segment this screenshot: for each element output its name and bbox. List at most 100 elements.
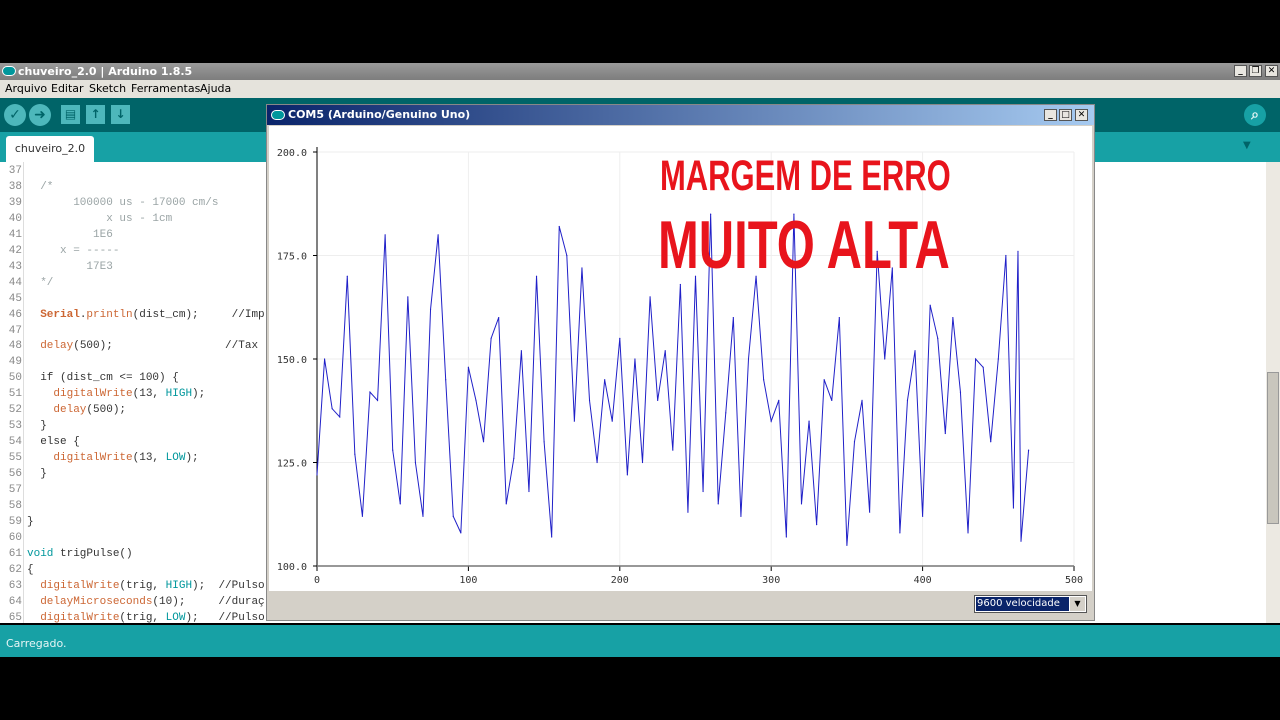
scroll-thumb[interactable] (1267, 372, 1279, 524)
code-token: trigPulse() (53, 547, 133, 560)
x-tick-label: 0 (314, 575, 320, 586)
tab-chuveiro[interactable]: chuveiro_2.0 (6, 136, 94, 162)
data-point (747, 358, 750, 360)
overlay-text-margem: MARGEM DE ERRO (660, 152, 951, 200)
data-point (990, 441, 992, 443)
code-token (27, 580, 40, 592)
data-point (770, 420, 772, 422)
editor-scrollbar[interactable] (1266, 162, 1280, 623)
code-token: (500); (86, 404, 127, 417)
data-point (596, 461, 598, 464)
data-point (498, 317, 500, 319)
data-point (914, 350, 916, 352)
menu-sketch[interactable]: Sketch (89, 82, 127, 95)
code-text: digitalWrite(13, HIGH); (27, 386, 205, 402)
code-token: (trig, (119, 579, 166, 592)
code-token: . (79, 308, 87, 321)
code-text: void trigPulse() (27, 546, 133, 562)
code-token: LOW (165, 452, 186, 465)
data-point (869, 511, 871, 513)
data-point (331, 408, 333, 410)
save-icon[interactable]: ↓ (111, 105, 130, 124)
data-point (649, 296, 651, 298)
verify-icon[interactable]: ✓ (4, 104, 26, 126)
data-point (619, 337, 621, 339)
code-text: { (27, 562, 34, 578)
line-number: 65 (8, 611, 22, 624)
line-number: 62 (8, 563, 22, 576)
code-token: else { (27, 436, 80, 449)
data-point (831, 399, 833, 401)
line-number: 39 (8, 196, 22, 209)
code-token: delay (53, 404, 87, 417)
code-token: } (27, 420, 47, 433)
data-point (384, 234, 386, 236)
plotter-close-button[interactable]: ✕ (1075, 109, 1088, 121)
line-number: 57 (8, 484, 22, 496)
chevron-down-icon[interactable]: ▼ (1070, 597, 1085, 611)
data-point (974, 358, 977, 360)
menu-editar[interactable]: Editar (51, 82, 84, 95)
baud-rate-select[interactable]: 9600 velocidade ▼ (974, 595, 1087, 613)
line-number: 41 (8, 228, 22, 241)
data-point (641, 461, 644, 464)
data-point (763, 379, 765, 381)
menu-ajuda[interactable]: Ajuda (200, 82, 232, 95)
data-point (520, 350, 522, 352)
data-point (346, 275, 348, 277)
data-point (392, 449, 394, 451)
code-text: x = ----- (27, 243, 119, 259)
serial-monitor-icon[interactable]: ⌕ (1244, 104, 1266, 126)
code-token (27, 388, 53, 400)
code-text: */ (27, 275, 53, 291)
new-sketch-icon[interactable]: ▤ (61, 105, 80, 124)
data-point (543, 441, 545, 443)
maximize-button[interactable]: ❐ (1249, 65, 1262, 77)
data-point (399, 503, 401, 505)
plotter-maximize-button[interactable]: □ (1059, 109, 1072, 121)
code-token: (500); //Tax (73, 340, 259, 353)
close-button[interactable]: ✕ (1265, 65, 1278, 77)
data-point (1027, 449, 1030, 451)
data-point (861, 399, 863, 401)
y-tick-label: 200.0 (277, 148, 307, 159)
tab-menu-icon[interactable]: ▼ (1243, 140, 1251, 151)
data-point (778, 399, 780, 401)
x-tick-label: 400 (914, 575, 932, 586)
code-token (27, 340, 40, 352)
code-text: } (27, 514, 34, 530)
line-number: 47 (8, 324, 22, 337)
menu-arquivo[interactable]: Arquivo (5, 82, 48, 95)
code-token: 100000 us - 17000 cm/s (27, 196, 219, 209)
menu-bar: Arquivo Editar Sketch Ferramentas Ajuda (0, 80, 1280, 98)
menu-ferramentas[interactable]: Ferramentas (131, 82, 201, 95)
code-token: digitalWrite (40, 579, 120, 592)
y-tick-label: 100.0 (277, 562, 307, 573)
y-tick-label: 150.0 (277, 355, 307, 366)
data-point (937, 337, 939, 339)
data-point (558, 225, 560, 228)
data-point (906, 399, 909, 401)
data-point (793, 213, 795, 215)
data-point (528, 490, 530, 493)
line-number: 58 (8, 499, 22, 512)
code-text: digitalWrite(13, LOW); (27, 450, 198, 466)
data-point (634, 358, 636, 360)
code-token: digitalWrite (53, 388, 133, 401)
code-token: } (27, 468, 47, 481)
code-token: (13, (132, 388, 166, 401)
x-tick-label: 100 (459, 575, 477, 586)
line-number: 42 (8, 244, 22, 257)
upload-icon[interactable]: ➜ (29, 104, 51, 126)
line-number: 56 (8, 468, 22, 481)
data-point (846, 544, 848, 546)
data-point (437, 234, 439, 236)
x-tick-label: 300 (762, 575, 780, 586)
minimize-button[interactable]: _ (1234, 65, 1247, 77)
data-point (369, 391, 371, 393)
line-number: 61 (8, 547, 22, 560)
plotter-minimize-button[interactable]: _ (1044, 109, 1057, 121)
code-text: else { (27, 434, 80, 450)
open-icon[interactable]: ↑ (86, 105, 105, 124)
data-point (611, 420, 613, 422)
